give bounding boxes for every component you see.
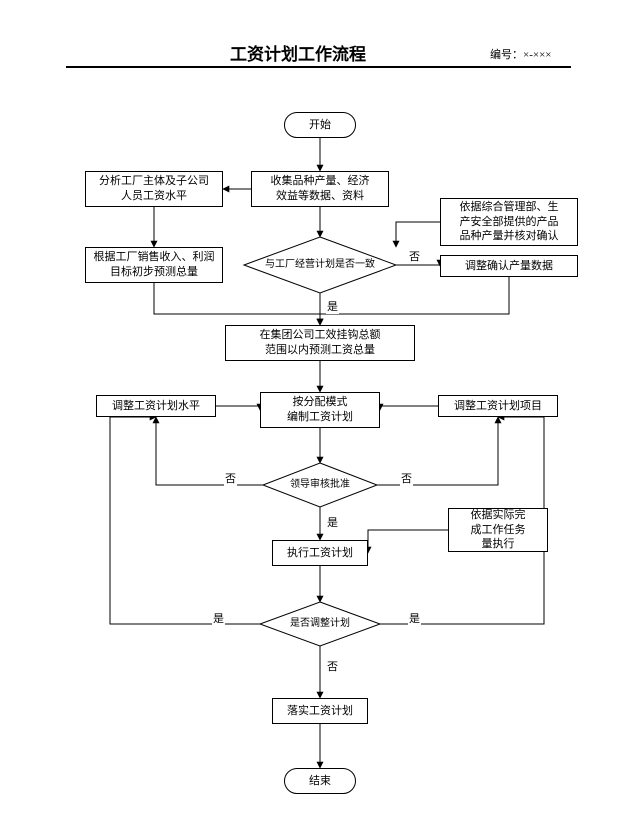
node-end: 结束 <box>284 768 356 794</box>
node-n_left1: 分析工厂主体及子公司人员工资水平 <box>85 171 223 207</box>
node-n_exec: 执行工资计划 <box>272 540 368 566</box>
edge-label: 否 <box>326 658 339 674</box>
node-start: 开始 <box>284 112 356 138</box>
node-n_basis: 依据实际完成工作任务量执行 <box>448 508 548 552</box>
node-n_right1: 依据综合管理部、生产安全部提供的产品品种产量并核对确认 <box>440 198 578 246</box>
node-n_compile: 按分配模式编制工资计划 <box>260 392 380 428</box>
edge-label: 是 <box>326 514 339 530</box>
edge-label: 是 <box>212 610 225 626</box>
node-n_scope: 在集团公司工效挂钩总额范围以内预测工资总量 <box>225 325 415 361</box>
node-n_final: 落实工资计划 <box>272 698 368 724</box>
node-n_adj_r: 调整工资计划项目 <box>438 395 558 417</box>
edge-label: 否 <box>224 470 237 486</box>
flowchart-canvas: 工资计划工作流程 编号：×-××× 开始结束收集品种产量、经济效益等数据、资料分… <box>0 0 640 828</box>
node-d_adjust: 是否调整计划 <box>260 602 380 646</box>
node-n_right2: 调整确认产量数据 <box>440 255 578 277</box>
edge-label: 否 <box>408 248 421 264</box>
node-n_collect: 收集品种产量、经济效益等数据、资料 <box>251 171 389 207</box>
edge-label: 否 <box>400 470 413 486</box>
node-n_adj_l: 调整工资计划水平 <box>96 395 216 417</box>
edge-label: 是 <box>408 610 421 626</box>
edge-label: 是 <box>326 298 339 314</box>
node-d_consist: 与工厂经营计划是否一致 <box>244 237 396 293</box>
node-d_approve: 领导审核批准 <box>263 463 377 507</box>
node-n_left2: 根据工厂销售收入、利润目标初步预测总量 <box>85 247 223 283</box>
